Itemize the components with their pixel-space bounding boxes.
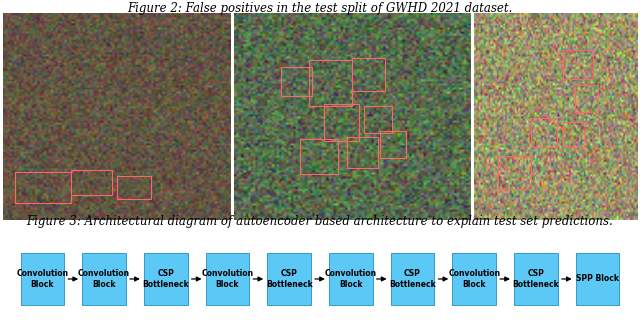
Bar bbox=[531, 118, 557, 147]
Bar bbox=[380, 131, 406, 158]
FancyBboxPatch shape bbox=[452, 253, 496, 305]
Text: Convolution
Block: Convolution Block bbox=[78, 269, 130, 289]
Text: Figure 2: False positives in the test split of GWHD 2021 dataset.: Figure 2: False positives in the test sp… bbox=[127, 2, 513, 15]
FancyBboxPatch shape bbox=[576, 253, 620, 305]
Bar bbox=[563, 122, 584, 147]
Bar bbox=[498, 156, 531, 189]
Bar bbox=[281, 67, 312, 96]
Bar bbox=[309, 60, 352, 106]
Bar bbox=[15, 172, 72, 203]
Text: Convolution
Block: Convolution Block bbox=[448, 269, 500, 289]
FancyBboxPatch shape bbox=[83, 253, 126, 305]
Bar bbox=[352, 58, 385, 91]
Bar bbox=[364, 106, 392, 133]
Bar bbox=[575, 85, 598, 112]
Bar bbox=[348, 137, 378, 168]
FancyBboxPatch shape bbox=[144, 253, 188, 305]
Text: CSP
Bottleneck: CSP Bottleneck bbox=[389, 269, 436, 289]
Text: Figure 3: Architectural diagram of autoencoder based architecture to explain tes: Figure 3: Architectural diagram of autoe… bbox=[27, 215, 613, 228]
FancyBboxPatch shape bbox=[20, 253, 64, 305]
FancyBboxPatch shape bbox=[514, 253, 557, 305]
Bar bbox=[324, 104, 359, 141]
FancyBboxPatch shape bbox=[268, 253, 311, 305]
FancyBboxPatch shape bbox=[391, 253, 435, 305]
Bar bbox=[116, 176, 151, 199]
Text: Convolution
Block: Convolution Block bbox=[16, 269, 68, 289]
Text: Convolution
Block: Convolution Block bbox=[202, 269, 253, 289]
Text: SPP Block: SPP Block bbox=[576, 275, 619, 284]
Bar bbox=[563, 50, 593, 79]
Bar bbox=[72, 170, 112, 195]
FancyBboxPatch shape bbox=[329, 253, 372, 305]
Text: CSP
Bottleneck: CSP Bottleneck bbox=[266, 269, 312, 289]
Text: CSP
Bottleneck: CSP Bottleneck bbox=[142, 269, 189, 289]
Text: CSP
Bottleneck: CSP Bottleneck bbox=[513, 269, 559, 289]
Text: Convolution
Block: Convolution Block bbox=[324, 269, 377, 289]
Bar bbox=[300, 139, 338, 174]
FancyBboxPatch shape bbox=[205, 253, 249, 305]
